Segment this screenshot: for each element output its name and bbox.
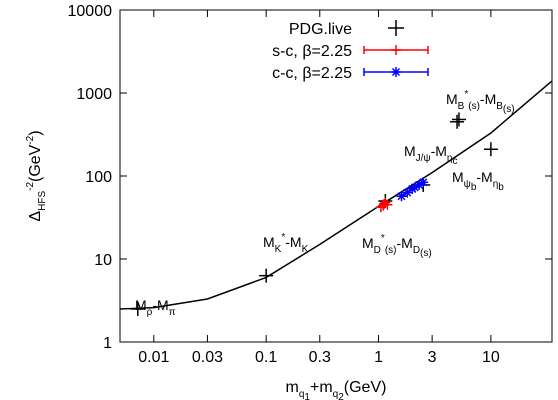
label-part: * bbox=[464, 89, 468, 100]
annotation: MB*(s)-MB(s) bbox=[446, 89, 515, 115]
label-part: -M bbox=[431, 143, 447, 159]
data-point bbox=[130, 301, 145, 316]
label-part: ) bbox=[27, 130, 44, 135]
data-point bbox=[483, 142, 498, 157]
x-tick-label: 0.03 bbox=[192, 349, 223, 366]
label-part: (s) bbox=[503, 104, 515, 115]
data-point bbox=[382, 199, 393, 210]
label-part: HFS bbox=[37, 191, 48, 211]
marker-stroke bbox=[419, 178, 428, 187]
y-tick-label: 100 bbox=[85, 169, 112, 186]
label-part: M bbox=[446, 91, 458, 107]
legend-marker bbox=[388, 20, 404, 36]
label-part: D bbox=[374, 245, 381, 256]
label-part: η bbox=[447, 153, 453, 164]
x-tick-label: 10 bbox=[482, 349, 500, 366]
legend-label: PDG.live bbox=[289, 21, 352, 38]
label-part: b bbox=[498, 182, 504, 193]
x-tick-label: 0.1 bbox=[255, 349, 277, 366]
label-part: (s) bbox=[468, 101, 480, 112]
label-part: q bbox=[333, 389, 339, 400]
label-part: π bbox=[169, 307, 176, 318]
label-part: m bbox=[286, 379, 299, 396]
label-part: -2 bbox=[25, 135, 36, 144]
label-part: B bbox=[458, 101, 465, 112]
label-part: 1 bbox=[304, 392, 310, 400]
marker-stroke bbox=[397, 192, 406, 201]
x-tick-label: 3 bbox=[428, 349, 437, 366]
label-part: -M bbox=[152, 297, 168, 313]
label-part: -M bbox=[480, 91, 496, 107]
label-part: b bbox=[471, 182, 477, 193]
label-part: -M bbox=[285, 234, 301, 250]
data-point bbox=[380, 197, 391, 208]
y-tick-label: 1 bbox=[103, 335, 112, 352]
label-part: +m bbox=[310, 379, 333, 396]
label-part: (GeV bbox=[27, 144, 44, 182]
label-part: (s) bbox=[420, 248, 432, 259]
label-part: D bbox=[413, 245, 420, 256]
label-part: * bbox=[381, 233, 385, 244]
y-tick-label: 1000 bbox=[76, 86, 112, 103]
y-tick-label: 10000 bbox=[68, 3, 113, 20]
label-part: J/ψ bbox=[416, 153, 431, 164]
y-tick-label: 10 bbox=[94, 252, 112, 269]
x-tick-label: 0.3 bbox=[309, 349, 331, 366]
label-part: -2 bbox=[25, 182, 36, 191]
y-axis-label: ΔHFS-2(GeV-2) bbox=[25, 130, 48, 221]
label-part: q bbox=[299, 389, 305, 400]
legend-marker bbox=[363, 45, 429, 55]
label-part: M bbox=[362, 235, 374, 251]
marker-stroke bbox=[403, 188, 412, 197]
label-part: 2 bbox=[338, 392, 344, 400]
x-tick-label: 0.01 bbox=[138, 349, 169, 366]
annotation: MD*(s)-MD(s) bbox=[362, 233, 432, 259]
label-part: Δ bbox=[27, 211, 44, 222]
label-part: -M bbox=[476, 169, 492, 185]
x-tick-label: 1 bbox=[374, 349, 383, 366]
label-part: -M bbox=[396, 235, 412, 251]
data-point bbox=[409, 182, 420, 193]
label-part: M bbox=[263, 234, 275, 250]
label-part: M bbox=[452, 169, 464, 185]
legend-marker bbox=[363, 67, 429, 77]
annotation: Mρ-Mπ bbox=[135, 297, 176, 318]
label-part: (s) bbox=[385, 245, 397, 256]
data-point bbox=[450, 114, 465, 129]
data-point bbox=[418, 177, 429, 188]
label-part: * bbox=[281, 232, 285, 243]
fit-curve bbox=[119, 80, 553, 310]
annotation: MJ/ψ-Mηc bbox=[404, 143, 457, 167]
label-part: B bbox=[496, 101, 503, 112]
marker-stroke bbox=[391, 67, 401, 77]
label-part: ψ bbox=[464, 179, 471, 190]
label-part: c bbox=[452, 156, 457, 167]
legend-label: c-c, β=2.25 bbox=[272, 65, 352, 82]
x-axis-label: mq1+mq2(GeV) bbox=[286, 379, 387, 400]
label-part: M bbox=[135, 297, 147, 313]
legend-label: s-c, β=2.25 bbox=[272, 43, 352, 60]
annotation: Mψb-Mηb bbox=[452, 169, 504, 193]
data-point bbox=[259, 268, 274, 283]
label-part: K bbox=[302, 244, 309, 255]
data-point bbox=[396, 191, 407, 202]
label-part: K bbox=[275, 244, 282, 255]
label-part: (GeV) bbox=[344, 379, 387, 396]
data-point bbox=[451, 112, 466, 127]
label-part: η bbox=[493, 179, 499, 190]
label-part: ρ bbox=[147, 307, 153, 318]
data-point bbox=[402, 187, 413, 198]
annotation: MK*-MK bbox=[263, 232, 309, 255]
label-part: M bbox=[404, 143, 416, 159]
